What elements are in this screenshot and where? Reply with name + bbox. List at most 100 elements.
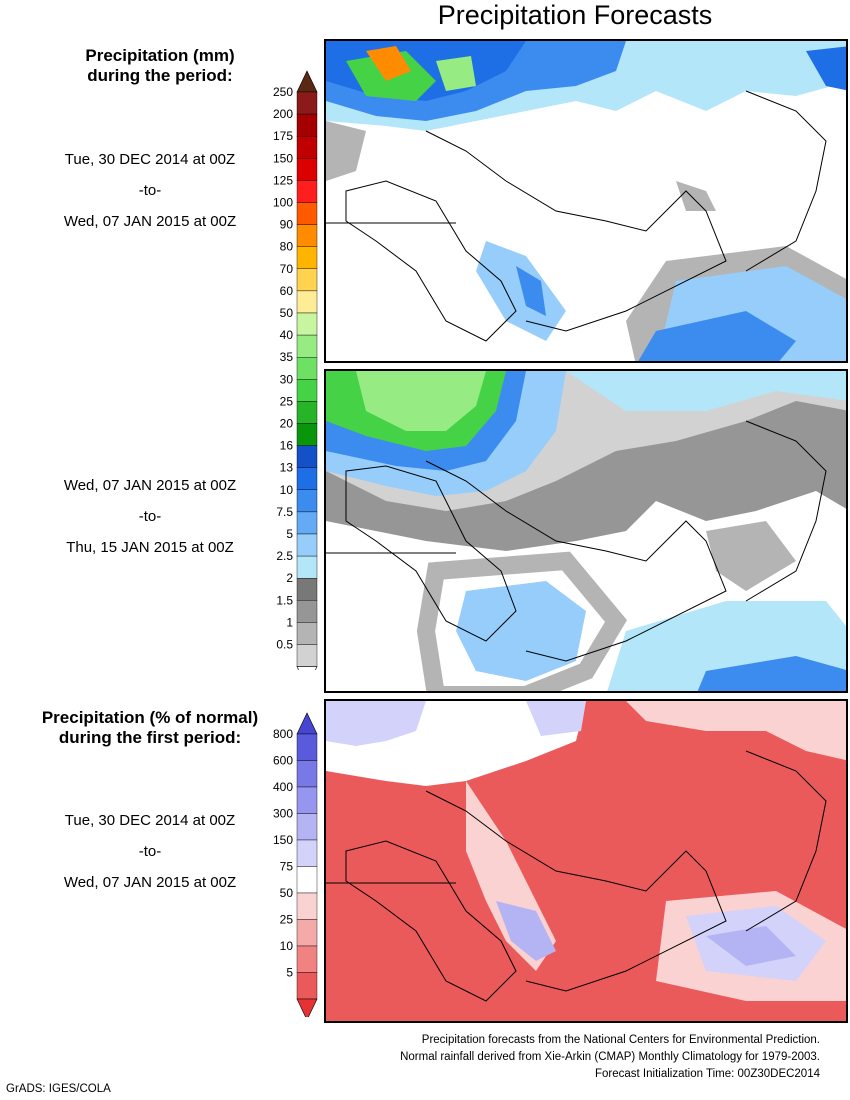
mm-scale-band xyxy=(296,334,318,358)
pct-scale-tick-label: 75 xyxy=(280,860,294,874)
mm-scale-band xyxy=(296,533,318,557)
mm-scale-tick-label: 2 xyxy=(286,571,293,585)
pct-scale-band xyxy=(296,866,318,894)
pct-scale-tick-label: 400 xyxy=(273,780,293,794)
mm-scale-band xyxy=(296,357,318,380)
percent-color-scale: 800 600 400 300 150 75 50 25 10 5 xyxy=(273,712,318,1017)
period2-start: Wed, 07 JAN 2015 at 00Z xyxy=(63,477,237,494)
period2-end: Thu, 15 JAN 2015 at 00Z xyxy=(66,539,234,556)
mm-scale-tick-label: 90 xyxy=(280,218,294,232)
pct-scale-tick-label: 25 xyxy=(280,913,294,927)
mm-scale-band xyxy=(296,224,318,247)
mm-scale-band xyxy=(296,113,318,137)
pct-scale-top-arrow xyxy=(296,712,318,735)
period1-range: Tue, 30 DEC 2014 at 00Z -to- Wed, 07 JAN… xyxy=(0,144,300,237)
panel1-header-line2: during the period: xyxy=(87,66,233,85)
page-title: Precipitation Forecasts xyxy=(437,0,713,30)
mm-scale-tick-label: 100 xyxy=(273,196,293,210)
panel1-header-line1: Precipitation (mm) xyxy=(85,46,235,65)
period3-start: Tue, 30 DEC 2014 at 00Z xyxy=(64,812,236,829)
pct-scale-band xyxy=(296,813,318,841)
period3-end: Wed, 07 JAN 2015 at 00Z xyxy=(63,874,237,891)
mm-scale-band xyxy=(296,622,318,645)
period3-to: -to- xyxy=(138,843,162,860)
mm-scale-tick-label: 70 xyxy=(280,262,294,276)
mm-scale-tick-label: 1 xyxy=(286,615,293,629)
footer-line-2: Normal rainfall derived from Xie-Arkin (… xyxy=(400,1051,820,1063)
mm-scale-tick-label: 1.5 xyxy=(276,593,293,607)
panel3-header: Precipitation (% of normal) during the f… xyxy=(0,708,315,748)
mm-scale-band xyxy=(296,158,318,181)
mm-scale-band xyxy=(296,467,318,491)
map-panel-week1 xyxy=(324,39,848,363)
mm-scale-band xyxy=(296,202,318,225)
mm-scale-band xyxy=(296,290,318,314)
period3-range: Tue, 30 DEC 2014 at 00Z -to- Wed, 07 JAN… xyxy=(0,805,300,898)
mm-scale-tick-label: 5 xyxy=(286,527,293,541)
mm-scale-band xyxy=(296,555,318,579)
period1-to: -to- xyxy=(138,182,162,199)
mm-scale-tick-label: 20 xyxy=(280,417,294,431)
footer-line-3: Forecast Initialization Time: 00Z30DEC20… xyxy=(595,1068,820,1080)
period2-range: Wed, 07 JAN 2015 at 00Z -to- Thu, 15 JAN… xyxy=(0,470,300,563)
mm-scale-tick-label: 125 xyxy=(273,173,293,187)
mm-scale-tick-label: 80 xyxy=(280,240,294,254)
pct-scale-band xyxy=(296,919,318,947)
mm-scale-tick-label: 25 xyxy=(280,394,294,408)
map-panel-week2 xyxy=(324,369,848,693)
mm-scale-band xyxy=(296,578,318,601)
pct-scale-tick-label: 300 xyxy=(273,807,293,821)
pct-scale-band xyxy=(296,733,318,761)
mm-scale-band xyxy=(296,379,318,402)
period1-end: Wed, 07 JAN 2015 at 00Z xyxy=(63,213,237,230)
mm-scale-band xyxy=(296,511,318,535)
mm-scale-band xyxy=(296,489,318,513)
mm-scale-bottom-arrow xyxy=(296,666,318,670)
pct-scale-band xyxy=(296,945,318,973)
mm-scale-tick-label: 35 xyxy=(280,350,294,364)
footer-line-1: Precipitation forecasts from the Nationa… xyxy=(421,1034,820,1046)
pct-scale-tick-label: 5 xyxy=(286,966,293,980)
pct-scale-band xyxy=(296,839,318,867)
mm-scale-band xyxy=(296,246,318,269)
mm-scale-band xyxy=(296,423,318,446)
mm-scale-band xyxy=(296,135,318,159)
pct-scale-tick-label: 800 xyxy=(273,727,293,741)
map-panel-percent-normal xyxy=(324,699,848,1023)
mm-scale-tick-label: 200 xyxy=(273,107,293,121)
mm-scale-tick-label: 60 xyxy=(280,284,294,298)
pct-scale-band xyxy=(296,892,318,920)
pct-scale-tick-label: 600 xyxy=(273,754,293,768)
pct-scale-band xyxy=(296,786,318,814)
mm-scale-tick-label: 16 xyxy=(280,439,294,453)
mm-scale-band xyxy=(296,180,318,203)
mm-scale-tick-label: 7.5 xyxy=(276,505,293,519)
mm-scale-tick-label: 50 xyxy=(280,306,294,320)
mm-scale-band xyxy=(296,644,318,667)
pct-scale-band xyxy=(296,972,318,1000)
pct-scale-tick-label: 150 xyxy=(273,833,293,847)
mm-scale-tick-label: 10 xyxy=(280,483,294,497)
mm-scale-top-arrow xyxy=(296,70,318,93)
pct-scale-tick-label: 50 xyxy=(280,886,294,900)
pct-scale-tick-label: 10 xyxy=(280,939,294,953)
mm-scale-tick-label: 13 xyxy=(280,461,294,475)
mm-scale-band xyxy=(296,91,318,115)
period2-to: -to- xyxy=(138,508,162,525)
mm-scale-band xyxy=(296,445,318,468)
mm-scale-tick-label: 40 xyxy=(280,328,294,342)
panel3-header-line1: Precipitation (% of normal) xyxy=(41,708,259,727)
mm-color-scale: 2502001751501251009080706050403530252016… xyxy=(273,70,318,670)
mm-scale-tick-label: 0.5 xyxy=(276,638,293,652)
mm-scale-band xyxy=(296,600,318,623)
mm-scale-tick-label: 30 xyxy=(280,372,294,386)
pct-scale-bottom-arrow xyxy=(296,998,318,1017)
mm-scale-tick-label: 2.5 xyxy=(276,549,293,563)
mm-scale-band xyxy=(296,268,318,292)
mm-scale-band xyxy=(296,401,318,424)
period1-start: Tue, 30 DEC 2014 at 00Z xyxy=(64,151,236,168)
panel3-header-line2: during the first period: xyxy=(58,728,242,747)
footer-notes: Precipitation forecasts from the Nationa… xyxy=(400,1032,820,1083)
grads-credit: GrADS: IGES/COLA xyxy=(6,1083,111,1095)
mm-scale-band xyxy=(296,312,318,336)
